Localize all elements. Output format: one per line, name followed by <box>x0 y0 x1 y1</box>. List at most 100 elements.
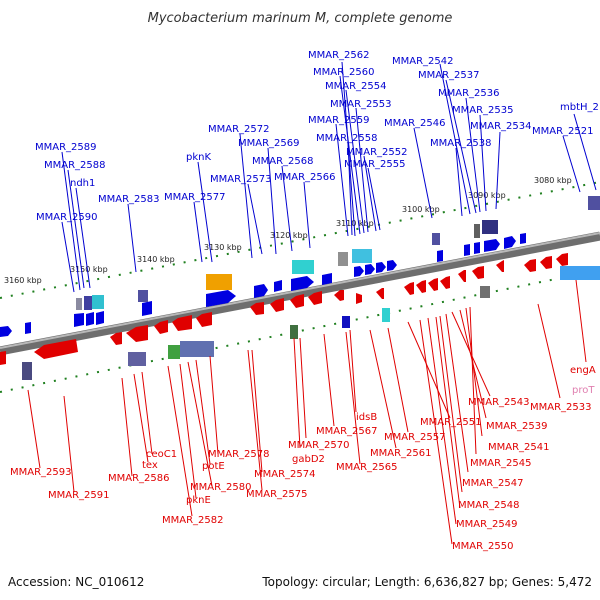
gene-label-top: MMAR_2590 <box>36 212 98 223</box>
gene-label-top: MMAR_2552 <box>346 147 408 158</box>
gene-label-bottom: proT <box>572 385 595 396</box>
gene-label-bottom: engA <box>570 365 596 376</box>
forward-gene <box>474 242 480 254</box>
gene-label-bottom: MMAR_2551 <box>420 417 482 428</box>
forward-gene <box>206 290 236 307</box>
forward-gene <box>322 273 332 285</box>
feature-box <box>168 345 180 359</box>
gene-label-top: MMAR_2559 <box>308 115 370 126</box>
feature-box <box>474 224 480 238</box>
reverse-gene <box>404 282 414 295</box>
forward-gene <box>484 239 500 252</box>
gene-label-bottom: idsB <box>356 412 377 423</box>
reverse-gene <box>472 266 484 279</box>
gene-label-bottom: MMAR_2543 <box>468 397 530 408</box>
feature-box <box>76 298 82 310</box>
gene-label-top: MMAR_2538 <box>430 138 492 149</box>
reverse-gene <box>154 320 168 334</box>
reverse-gene <box>172 315 192 331</box>
gene-label-top: MMAR_2521 <box>532 126 594 137</box>
top-leaders <box>61 61 597 293</box>
gene-label-bottom: MMAR_2586 <box>108 473 170 484</box>
top-labels: MMAR_2562 MMAR_2560 MMAR_2554 MMAR_2553 … <box>35 50 599 223</box>
forward-gene <box>74 313 84 327</box>
kbp-label: 3140 kbp <box>137 255 175 264</box>
reverse-gene <box>416 280 426 293</box>
gene-label-top: MMAR_2568 <box>252 156 314 167</box>
reverse-gene <box>250 302 264 315</box>
feature-box <box>84 296 92 310</box>
map-title: Mycobacterium marinum M, complete genome <box>148 11 453 26</box>
gene-label-top: MMAR_2560 <box>313 67 375 78</box>
reverse-gene <box>376 288 384 299</box>
forward-gene <box>291 276 314 291</box>
feature-box <box>560 266 600 280</box>
genome-summary-text: Topology: circular; Length: 6,636,827 bp… <box>261 575 592 589</box>
gene-label-top: MMAR_2562 <box>308 50 370 61</box>
gene-label-bottom: MMAR_2574 <box>254 469 316 480</box>
gene-label-bottom: MMAR_2545 <box>470 458 532 469</box>
reverse-gene <box>356 293 362 304</box>
forward-features <box>0 233 526 337</box>
reverse-features <box>0 253 568 365</box>
gene-label-top: MMAR_2566 <box>274 172 336 183</box>
kbp-label: 3100 kbp <box>402 205 440 214</box>
accession-text: Accession: NC_010612 <box>8 575 144 589</box>
forward-gene <box>86 312 94 326</box>
gene-label-top: mbtH_2 <box>560 102 599 113</box>
gene-label-top: MMAR_2546 <box>384 118 446 129</box>
gene-label-bottom: gabD2 <box>292 454 325 465</box>
gene-label-bottom: tex <box>142 460 158 471</box>
kbp-label: 3130 kbp <box>204 243 242 252</box>
gene-label-top: MMAR_2534 <box>470 121 532 132</box>
forward-gene <box>464 244 470 256</box>
gene-label-bottom: MMAR_2578 <box>208 449 270 460</box>
gene-label-top: MMAR_2536 <box>438 88 500 99</box>
gene-label-top: MMAR_2555 <box>344 159 406 170</box>
gene-label-bottom: MMAR_2591 <box>48 490 110 501</box>
reverse-gene <box>428 278 438 291</box>
feature-box <box>92 295 104 309</box>
gene-label-bottom: MMAR_2548 <box>458 500 520 511</box>
feature-box <box>352 249 372 263</box>
gene-label-bottom: pknE <box>186 495 211 506</box>
gene-label-bottom: MMAR_2557 <box>384 432 446 443</box>
reverse-gene <box>458 270 466 282</box>
feature-box <box>338 252 348 266</box>
reverse-gene <box>270 298 284 312</box>
forward-gene <box>142 301 152 316</box>
feature-box <box>206 274 232 290</box>
forward-gene <box>376 262 386 273</box>
kbp-label: 3090 kbp <box>468 191 506 200</box>
bottom-leaders <box>27 279 587 545</box>
gene-label-top: MMAR_2558 <box>316 133 378 144</box>
feature-box <box>138 290 148 302</box>
feature-box <box>382 308 390 322</box>
reverse-gene <box>496 260 504 272</box>
bottom-label-group: engA proT MMAR_2533 MMAR_2543 MMAR_2539 … <box>10 279 596 552</box>
gene-label-bottom: MMAR_2549 <box>456 519 518 530</box>
gene-label-bottom: MMAR_2582 <box>162 515 224 526</box>
kbp-label: 3150 kbp <box>70 265 108 274</box>
feature-box <box>480 286 490 298</box>
forward-gene <box>437 250 443 262</box>
reverse-gene <box>308 291 322 305</box>
feature-box <box>292 260 314 274</box>
reverse-gene <box>540 256 552 269</box>
feature-box <box>342 316 350 328</box>
gene-label-bottom: MMAR_2567 <box>316 426 378 437</box>
kbp-label: 3160 kbp <box>4 276 42 285</box>
top-label-group: MMAR_2562 MMAR_2560 MMAR_2554 MMAR_2553 … <box>35 50 599 293</box>
gene-label-top: MMAR_2537 <box>418 70 480 81</box>
gene-label-bottom: MMAR_2575 <box>246 489 308 500</box>
gene-label-bottom: MMAR_2550 <box>452 541 514 552</box>
gene-label-bottom: potE <box>202 461 225 472</box>
gene-label-top: MMAR_2569 <box>238 138 300 149</box>
kbp-label: 3120 kbp <box>270 231 308 240</box>
feature-box <box>128 352 146 366</box>
gene-label-bottom: MMAR_2533 <box>530 402 592 413</box>
gene-label-bottom: MMAR_2539 <box>486 421 548 432</box>
reverse-gene <box>290 294 304 308</box>
kbp-label: 3080 kbp <box>534 176 572 185</box>
